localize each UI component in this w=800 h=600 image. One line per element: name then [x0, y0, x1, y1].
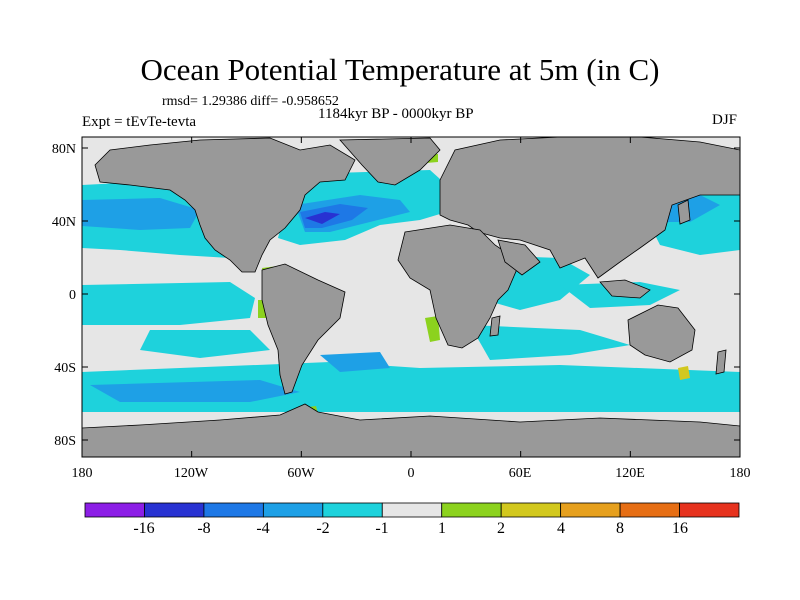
colorbar-box — [322, 502, 383, 518]
colorbar-label: 4 — [557, 520, 565, 537]
colorbar-box — [679, 502, 740, 518]
colorbar-label: 2 — [497, 520, 505, 537]
lat-label-0: 0 — [69, 288, 76, 303]
land-australia — [627, 304, 696, 363]
land-greenland — [339, 137, 441, 186]
anomaly-patch-tasman — [678, 366, 690, 380]
anomaly-patch-southern-indian — [470, 325, 630, 360]
lon-label-120e: 120E — [615, 466, 645, 481]
anomaly-patch-south-pacific — [140, 330, 270, 358]
colorbar-label: 8 — [616, 520, 624, 537]
colorbar-box — [84, 502, 145, 518]
land-north-america — [94, 137, 356, 273]
lat-label-80s: 80S — [54, 434, 76, 449]
colorbar-label: 16 — [672, 520, 688, 537]
lon-label-0: 0 — [407, 466, 415, 481]
colorbar-label: -8 — [197, 520, 211, 537]
lat-label-80n: 80N — [51, 142, 76, 157]
lon-label-180w: 180 — [71, 466, 93, 481]
land-antarctica — [82, 403, 740, 457]
lon-label-120w: 120W — [173, 466, 209, 481]
colorbar-box — [619, 502, 680, 518]
land-new-zealand — [715, 349, 727, 375]
colorbar-label: -1 — [375, 520, 389, 537]
anomaly-patch-benguela — [425, 316, 440, 342]
colorbar-label: -16 — [133, 520, 155, 537]
colorbar-box — [262, 502, 324, 518]
colorbar-box — [560, 502, 621, 518]
colorbar-box — [203, 502, 264, 518]
lat-label-40s: 40S — [54, 361, 76, 376]
anomaly-patch-south-atlantic — [320, 352, 390, 372]
colorbar-box — [500, 502, 562, 518]
colorbar-box — [441, 502, 502, 518]
colorbar-label: 1 — [438, 520, 446, 537]
anomaly-patch-equatorial-pacific — [82, 282, 255, 325]
anomaly-patch-gulf-stream-max — [305, 212, 340, 224]
colorbar-label: -4 — [256, 520, 270, 537]
lon-label-180e: 180 — [729, 466, 751, 481]
experiment-label: Expt = tEvTe-tevta — [82, 114, 197, 130]
colorbar — [84, 502, 740, 518]
land-indonesia — [599, 279, 651, 299]
map-title: Ocean Potential Temperature at 5m (in C) — [140, 52, 660, 87]
anomaly-patch-southern-ocean-mid — [90, 380, 300, 402]
axis-ticks — [81, 137, 741, 457]
colorbar-label: -2 — [316, 520, 330, 537]
colorbar-box — [381, 502, 443, 518]
colorbar-box — [144, 502, 205, 518]
lat-label-40n: 40N — [51, 215, 76, 230]
season-label: DJF — [712, 112, 738, 128]
anomaly-patch-north-pacific-mid — [82, 198, 200, 230]
land-japan — [677, 199, 691, 225]
period-text: 1184kyr BP - 0000kyr BP — [318, 106, 474, 122]
land-arabia — [497, 239, 541, 276]
land-africa — [397, 224, 521, 349]
land-south-america — [261, 263, 346, 395]
map-plot-area — [82, 137, 740, 457]
lon-label-60w: 60W — [287, 466, 315, 481]
land-madagascar — [489, 315, 501, 337]
stats-text: rmsd= 1.29386 diff= -0.958652 — [162, 94, 339, 109]
lon-label-60e: 60E — [508, 466, 532, 481]
